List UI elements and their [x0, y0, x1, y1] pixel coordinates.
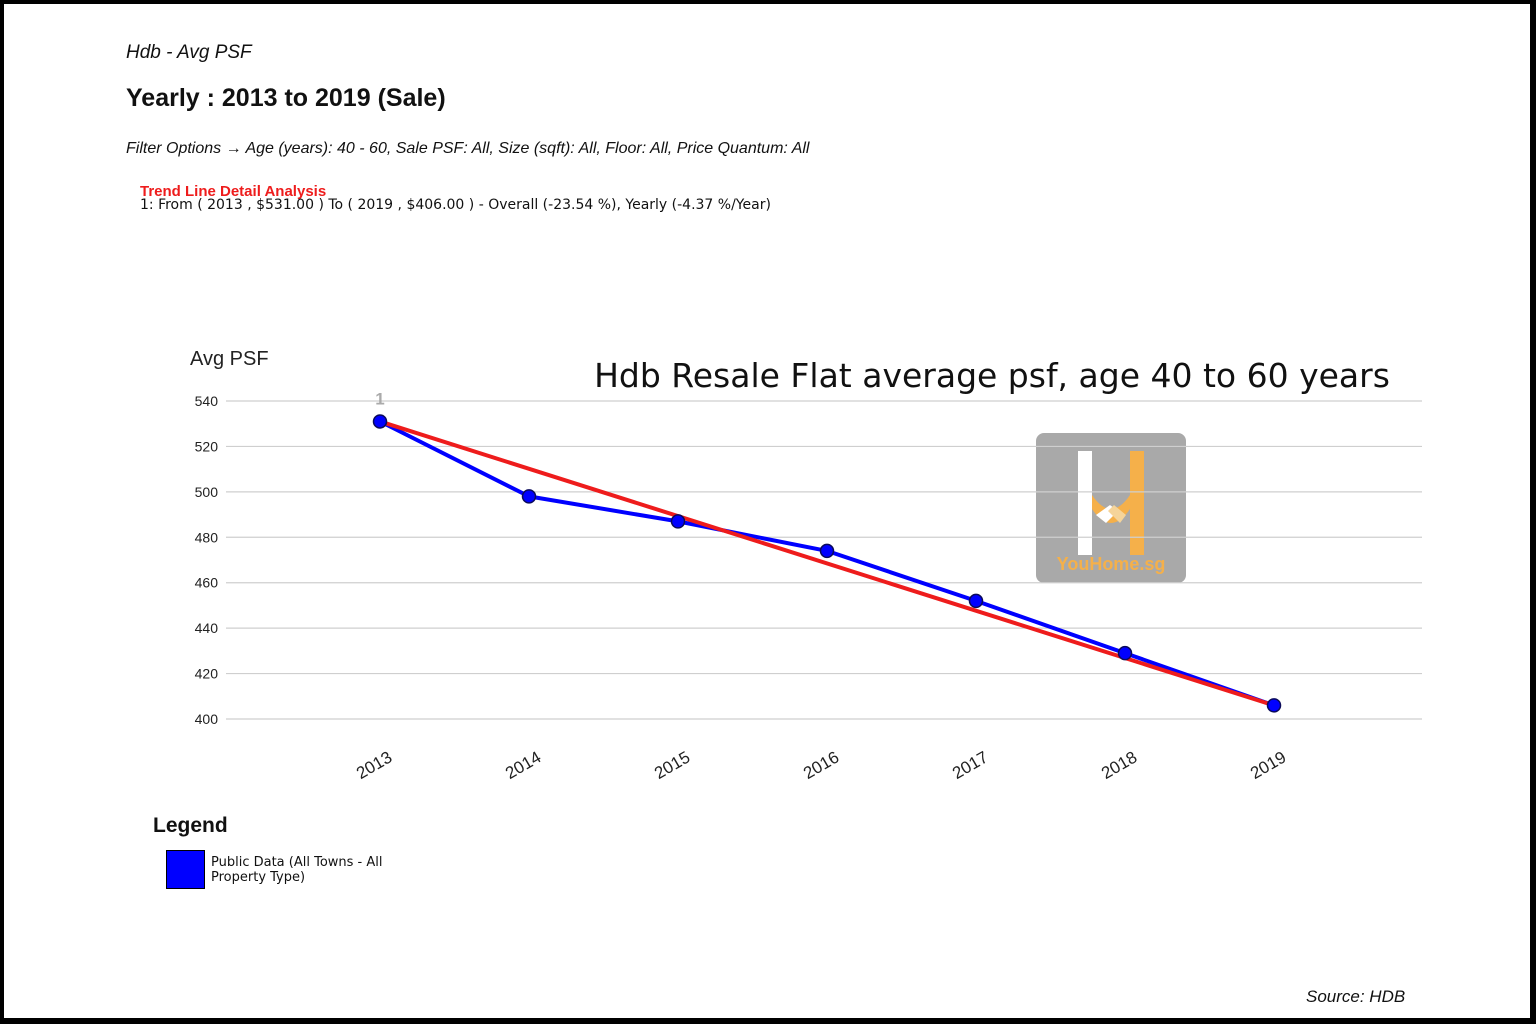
legend-label: Public Data (All Towns - All Property Ty…: [211, 855, 383, 885]
line-chart: 400 420 440 460 480 500 520 540 Avg PSF Hdb Resal…: [190, 348, 1422, 783]
trend-line-heading: Trend Line Detail Analysis: [140, 183, 327, 200]
data-point: [372, 414, 388, 429]
y-axis-label: Avg PSF: [190, 348, 269, 370]
data-point: [521, 489, 537, 504]
youhome-watermark: YouHome.sg: [1036, 433, 1186, 583]
x-tick-label: 2017: [949, 748, 991, 783]
y-tick-label: 460: [195, 575, 219, 591]
data-point: [968, 593, 984, 609]
legend-swatch: [166, 850, 205, 889]
data-point: [670, 514, 686, 529]
x-tick-label: 2018: [1098, 748, 1140, 783]
y-tick-label: 420: [195, 666, 219, 682]
y-tick-label: 440: [195, 620, 219, 636]
chart-page: Hdb - Avg PSF Yearly : 2013 to 2019 (Sal…: [4, 4, 1530, 1018]
trend-line-detail: 1: From ( 2013 , $531.00 ) To ( 2019 , $…: [140, 197, 771, 213]
x-tick-label: 2016: [800, 748, 842, 783]
chart-title: Hdb Resale Flat average psf, age 40 to 6…: [594, 356, 1390, 395]
trend-line: [379, 419, 1275, 708]
y-tick-label: 500: [195, 484, 219, 500]
filter-options: Filter Options → Age (years): 40 - 60, S…: [126, 140, 810, 157]
x-tick-label: 2015: [651, 748, 693, 783]
y-tick-label: 540: [195, 393, 219, 409]
watermark-text: YouHome.sg: [1056, 554, 1166, 574]
y-tick-label: 480: [195, 529, 219, 545]
page-title: Yearly : 2013 to 2019 (Sale): [126, 84, 446, 112]
x-tick-label: 2013: [353, 748, 395, 783]
trend-line-label: 1: [375, 389, 384, 408]
y-tick-label: 400: [195, 711, 219, 727]
x-tick-label: 2019: [1247, 748, 1289, 783]
data-point: [1117, 645, 1133, 661]
source-note: Source: HDB: [1306, 987, 1406, 1006]
data-point: [819, 543, 835, 559]
data-point: [1266, 698, 1282, 713]
legend-title: Legend: [153, 814, 228, 837]
chart-subtitle: Hdb - Avg PSF: [126, 42, 252, 63]
youhome-logo-icon: [1078, 451, 1144, 555]
x-tick-label: 2014: [502, 748, 544, 783]
y-tick-label: 520: [195, 438, 219, 454]
